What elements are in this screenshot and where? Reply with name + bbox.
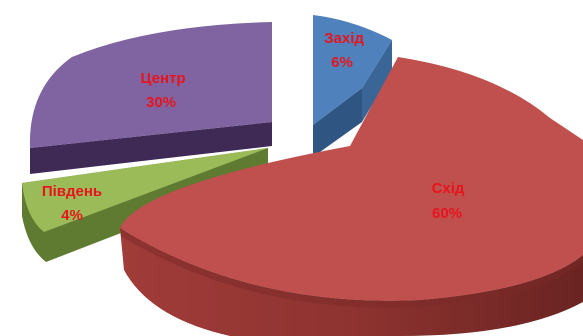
slice-labels: Захід 6% Центр 30% Південь 4% Схід 60% (42, 30, 465, 224)
slice-west-side (313, 88, 362, 157)
label-center-percent: 30% (146, 94, 176, 111)
slice-south-top (22, 148, 268, 232)
slice-west-top (313, 15, 392, 125)
label-east-name: Схід (432, 180, 465, 197)
slice-center (29, 22, 273, 174)
label-west-name: Захід (324, 30, 364, 47)
slice-center-side (30, 122, 272, 174)
label-south-name: Південь (42, 183, 102, 200)
label-south-percent: 4% (61, 207, 83, 224)
label-east-percent: 60% (432, 205, 462, 222)
slice-west (313, 15, 392, 157)
label-west-percent: 6% (331, 54, 353, 71)
slice-center-top (29, 22, 273, 148)
slice-west-outer-side (362, 40, 392, 122)
label-center-name: Центр (140, 70, 185, 87)
slice-east-top (120, 57, 583, 301)
slice-east-side (120, 228, 583, 336)
slice-east (120, 57, 583, 336)
